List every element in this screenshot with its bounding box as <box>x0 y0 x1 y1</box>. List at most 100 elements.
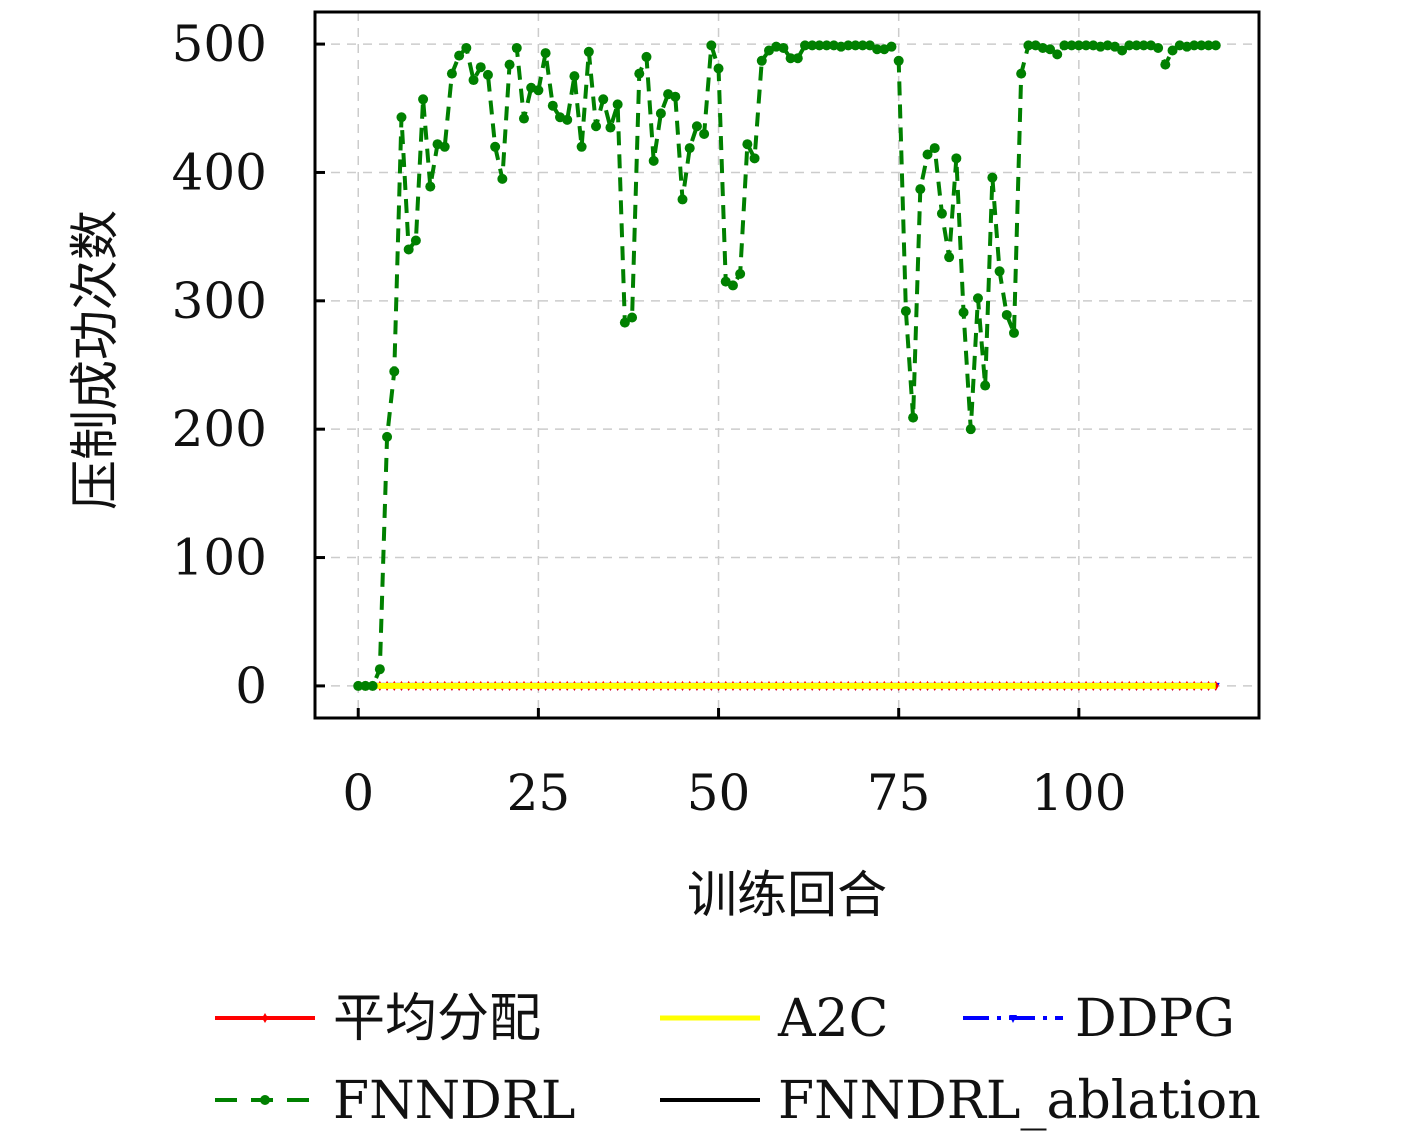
data-point <box>583 46 594 57</box>
data-point <box>850 40 861 51</box>
data-point <box>1066 40 1077 51</box>
data-point <box>446 68 457 79</box>
data-point <box>980 380 991 391</box>
data-point <box>699 128 710 139</box>
data-point <box>1008 327 1019 338</box>
data-point <box>1016 68 1027 79</box>
y-tick-label: 400 <box>172 143 267 201</box>
x-tick-label: 25 <box>507 764 571 822</box>
data-point <box>461 42 472 53</box>
legend-marker <box>260 1095 270 1105</box>
data-point <box>490 141 501 152</box>
data-point <box>497 173 508 184</box>
data-point <box>922 149 933 160</box>
y-tick-label: 500 <box>172 15 267 73</box>
data-point <box>965 424 976 435</box>
data-point <box>900 306 911 317</box>
x-tick-label: 50 <box>687 764 751 822</box>
x-tick-label: 0 <box>342 764 374 822</box>
plot-frame <box>313 10 1261 720</box>
y-tick-label: 200 <box>172 400 267 458</box>
data-point <box>872 44 883 55</box>
data-point <box>792 53 803 64</box>
data-point <box>518 113 529 124</box>
data-point <box>576 141 587 152</box>
data-point <box>1001 309 1012 320</box>
data-point <box>468 75 479 86</box>
data-point <box>1081 40 1092 51</box>
data-point <box>994 266 1005 277</box>
data-point <box>972 293 983 304</box>
data-point <box>454 50 465 61</box>
data-point <box>893 55 904 66</box>
x-axis-label: 训练回合 <box>687 866 887 924</box>
data-point <box>396 112 407 123</box>
data-point <box>1189 40 1200 51</box>
data-point <box>1131 40 1142 51</box>
y-tick-label: 300 <box>172 272 267 330</box>
data-point <box>367 680 378 691</box>
data-point <box>706 40 717 51</box>
data-point <box>511 42 522 53</box>
data-point <box>475 62 486 73</box>
legend-item: A2C <box>660 989 888 1049</box>
data-point <box>504 59 515 70</box>
data-point <box>1073 40 1084 51</box>
data-point <box>403 244 414 255</box>
legend-label: 平均分配 <box>333 989 541 1049</box>
legend-marker <box>1009 1015 1017 1023</box>
y-axis-label: 压制成功次数 <box>66 210 124 510</box>
data-point <box>843 40 854 51</box>
data-point <box>634 68 645 79</box>
data-point <box>1167 45 1178 56</box>
data-point <box>749 153 760 164</box>
data-point <box>756 55 767 66</box>
data-point <box>944 252 955 263</box>
data-point <box>684 143 695 154</box>
data-point <box>1196 40 1207 51</box>
data-point <box>1124 40 1135 51</box>
data-point <box>425 181 436 192</box>
x-tick-label: 100 <box>1031 764 1126 822</box>
data-point <box>958 307 969 318</box>
legend-item: 平均分配 <box>215 989 541 1049</box>
data-point <box>727 280 738 291</box>
data-point <box>1160 59 1171 70</box>
x-tick-label: 75 <box>867 764 931 822</box>
data-point <box>410 235 421 246</box>
legend-label: FNNDRL_ablation <box>778 1071 1261 1131</box>
data-point <box>987 172 998 183</box>
data-point <box>1210 40 1221 51</box>
series-layer <box>353 40 1221 691</box>
series-line <box>358 43 1216 688</box>
data-point <box>713 63 724 74</box>
y-tick-label: 100 <box>172 529 267 587</box>
data-point <box>562 114 573 125</box>
data-point <box>418 94 429 105</box>
data-point <box>1153 42 1164 53</box>
grid-lines <box>315 12 1259 718</box>
legend-label: A2C <box>777 989 888 1049</box>
data-point <box>612 99 623 110</box>
legend-label: DDPG <box>1075 989 1235 1049</box>
data-point <box>1023 40 1034 51</box>
y-tick-label: 0 <box>235 657 267 715</box>
data-point <box>814 40 825 51</box>
data-point <box>807 40 818 51</box>
data-point <box>540 48 551 59</box>
axis-ticks: 0 25 50 75 100 0 100 200 300 400 500 <box>172 15 1127 822</box>
series-FNNDRL <box>353 40 1221 691</box>
data-point <box>482 69 493 80</box>
data-point <box>533 85 544 96</box>
data-point <box>641 51 652 62</box>
data-point <box>936 208 947 219</box>
data-point <box>1059 40 1070 51</box>
data-point <box>648 155 659 166</box>
legend-label: FNNDRL <box>333 1071 575 1131</box>
data-point <box>691 121 702 132</box>
data-point <box>821 40 832 51</box>
data-point <box>439 141 450 152</box>
data-point <box>1203 40 1214 51</box>
data-point <box>591 121 602 132</box>
